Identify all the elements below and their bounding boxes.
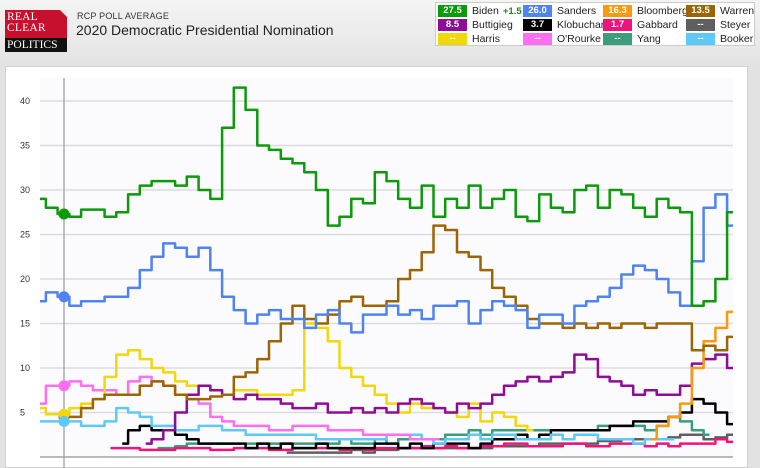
legend-value-badge: -- (438, 33, 467, 45)
legend-candidate-name: Klobuchar (557, 19, 605, 31)
logo-line-1: REAL (7, 11, 38, 23)
series-line-warren[interactable] (63, 224, 734, 419)
legend-item-bloomberg[interactable]: 16.3 Bloomberg (603, 5, 688, 18)
legend-value-badge: -- (603, 33, 632, 45)
legend-candidate-name: Harris (472, 33, 500, 45)
legend-value-badge: 27.5 (438, 5, 467, 17)
series-line-bloomberg[interactable] (650, 310, 733, 441)
legend-value-badge: 16.3 (603, 5, 632, 17)
y-tick-label: 10 (20, 363, 30, 373)
legend-value-badge: -- (686, 33, 715, 45)
series-line-sanders[interactable] (40, 193, 733, 334)
cursor-point-orourke (58, 380, 70, 392)
legend-item-buttigieg[interactable]: 8.5 Buttigieg (438, 19, 513, 32)
chart-title: 2020 Democratic Presidential Nomination (76, 22, 334, 38)
y-tick-label: 40 (20, 96, 30, 106)
legend-item-biden[interactable]: 27.5 Biden +1.5 (438, 5, 522, 18)
legend-change: +1.5 (502, 6, 522, 17)
legend-candidate-name: Buttigieg (472, 19, 513, 31)
cursor-point-biden (58, 208, 70, 220)
legend-candidate-name: Steyer (720, 19, 751, 31)
chart-subtitle: RCP POLL AVERAGE (77, 11, 170, 21)
legend-item-booker[interactable]: -- Booker (686, 33, 753, 46)
legend-value-badge: 26.0 (523, 5, 552, 17)
legend: 27.5 Biden +1.5 26.0 Sanders 16.3 Bloomberg 13.… (435, 2, 755, 46)
series-line-steyer[interactable] (286, 433, 733, 454)
legend-candidate-name: Sanders (557, 5, 597, 17)
legend-candidate-name: Yang (637, 33, 661, 45)
y-tick-label: 20 (20, 274, 30, 284)
legend-candidate-name: Bloomberg (637, 5, 688, 17)
logo-fold (60, 10, 67, 17)
logo-line-2: CLEAR (7, 22, 46, 34)
series-line-orourke[interactable] (40, 375, 440, 441)
legend-item-sanders[interactable]: 26.0 Sanders (523, 5, 596, 18)
legend-item-gabbard[interactable]: 1.7 Gabbard (603, 19, 678, 32)
rcp-logo[interactable]: REAL CLEAR POLITICS (5, 10, 67, 52)
y-tick-label: 15 (20, 319, 30, 329)
legend-value-badge: 3.7 (523, 19, 552, 31)
legend-value-badge: 13.5 (686, 5, 715, 17)
y-tick-label: 30 (20, 185, 30, 195)
series-line-biden[interactable] (40, 86, 733, 307)
series-line-klobuchar[interactable] (122, 397, 733, 450)
y-tick-label: 5 (20, 408, 25, 418)
cursor-point-sanders (58, 291, 70, 303)
legend-value-badge: -- (523, 33, 552, 45)
legend-item-yang[interactable]: -- Yang (603, 33, 661, 46)
series-line-booker[interactable] (40, 406, 675, 445)
series-line-buttigieg[interactable] (145, 353, 733, 445)
cursor-point-booker (58, 415, 70, 427)
y-tick-label: 35 (20, 141, 30, 151)
legend-candidate-name: Warren (720, 5, 755, 17)
legend-item-harris[interactable]: -- Harris (438, 33, 500, 46)
legend-candidate-name: Biden (472, 5, 499, 17)
logo-line-3: POLITICS (5, 38, 67, 52)
legend-item-steyer[interactable]: -- Steyer (686, 19, 750, 32)
legend-candidate-name: Booker (720, 33, 754, 45)
y-tick-label: 25 (20, 230, 30, 240)
legend-value-badge: 1.7 (603, 19, 632, 31)
legend-item-klobuchar[interactable]: 3.7 Klobuchar (523, 19, 604, 32)
legend-item-warren[interactable]: 13.5 Warren (686, 5, 754, 18)
header: REAL CLEAR POLITICS RCP POLL AVERAGE 202… (0, 0, 760, 62)
legend-value-badge: 8.5 (438, 19, 467, 31)
legend-item-orourke[interactable]: -- O'Rourke (523, 33, 601, 46)
legend-value-badge: -- (686, 19, 715, 31)
legend-candidate-name: O'Rourke (557, 33, 602, 45)
legend-candidate-name: Gabbard (637, 19, 678, 31)
